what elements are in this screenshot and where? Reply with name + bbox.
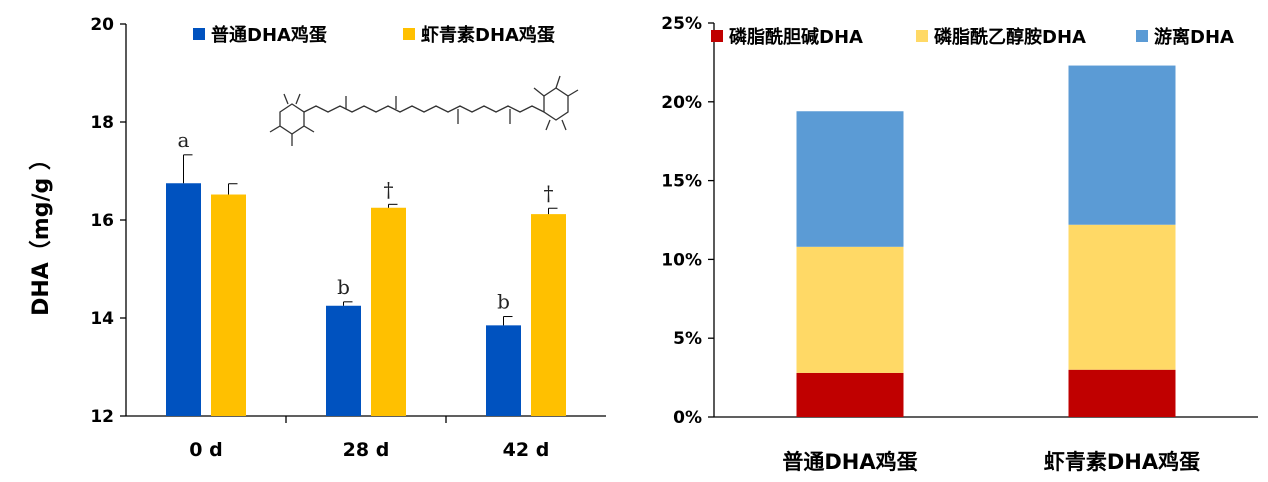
bar-astaxanthin: [211, 194, 246, 416]
bar-regular: [166, 183, 201, 416]
right-legend: 磷脂酰胆碱DHA 磷脂酰乙醇胺DHA 游离DHA: [711, 26, 1234, 48]
left-annotations: a b † b †: [178, 128, 554, 314]
right-chart: 0% 5% 10% 15% 20% 25% 普通DHA鸡蛋 虾青素DHA鸡蛋 磷脂酰胆碱DHA…: [661, 14, 1258, 474]
legend-swatch-regular: [193, 28, 205, 40]
left-y-tick-label: 14: [90, 309, 114, 329]
bar-astaxanthin: [371, 207, 406, 416]
left-y-axis-label: DHA（mg/g ）: [29, 148, 54, 316]
right-y-tick-label: 10%: [661, 250, 702, 270]
astaxanthin-structure-image: [269, 75, 579, 146]
right-y-tick-label: 15%: [661, 172, 702, 192]
right-tick-labels: 0% 5% 10% 15% 20% 25% 普通DHA鸡蛋 虾青素DHA鸡蛋: [661, 14, 1200, 474]
left-y-tick-label: 16: [90, 211, 114, 231]
significance-label: †: [384, 177, 394, 201]
significance-label: b: [337, 275, 350, 299]
right-y-tick-label: 5%: [673, 329, 702, 349]
legend-label-pc: 磷脂酰胆碱DHA: [729, 26, 863, 48]
left-chart: 12 14 16 18 20 0 d 28 d 42 d a b † b † DHA（mg/g ） 普…: [29, 15, 606, 461]
left-x-tick-label: 28 d: [343, 439, 390, 461]
left-y-tick-label: 12: [90, 407, 114, 427]
stacked-segment-pe: [796, 246, 904, 373]
left-y-tick-label: 20: [90, 15, 114, 35]
stacked-segment-pc: [1068, 369, 1176, 417]
legend-label-pe: 磷脂酰乙醇胺DHA: [934, 26, 1086, 48]
stacked-segment-free: [796, 111, 904, 247]
right-x-tick-label: 虾青素DHA鸡蛋: [1044, 450, 1200, 474]
right-bars: [796, 65, 1176, 417]
bar-regular: [486, 325, 521, 416]
right-y-tick-label: 25%: [661, 14, 702, 34]
right-y-tick-label: 20%: [661, 93, 702, 113]
bar-regular: [326, 305, 361, 416]
legend-swatch-free: [1136, 30, 1148, 42]
legend-label-free: 游离DHA: [1154, 26, 1234, 48]
legend-label-regular: 普通DHA鸡蛋: [211, 24, 327, 46]
legend-swatch-astaxanthin: [403, 28, 415, 40]
bar-astaxanthin: [531, 214, 566, 416]
significance-label: b: [497, 290, 510, 314]
legend-swatch-pc: [711, 30, 723, 42]
stacked-segment-free: [1068, 65, 1176, 225]
left-x-tick-label: 42 d: [503, 439, 550, 461]
legend-label-astaxanthin: 虾青素DHA鸡蛋: [421, 24, 555, 46]
stacked-segment-pc: [796, 372, 904, 417]
legend-swatch-pe: [916, 30, 928, 42]
left-legend: 普通DHA鸡蛋 虾青素DHA鸡蛋: [193, 24, 555, 46]
left-bars: [166, 154, 566, 416]
significance-label: a: [178, 128, 190, 152]
right-y-tick-label: 0%: [673, 408, 702, 428]
left-y-tick-label: 18: [90, 113, 114, 133]
left-x-tick-label: 0 d: [189, 439, 222, 461]
left-tick-labels: 12 14 16 18 20 0 d 28 d 42 d: [90, 15, 549, 461]
right-x-tick-label: 普通DHA鸡蛋: [782, 450, 917, 474]
stacked-segment-pe: [1068, 224, 1176, 370]
significance-label: †: [544, 181, 554, 205]
left-axes: [120, 23, 606, 423]
